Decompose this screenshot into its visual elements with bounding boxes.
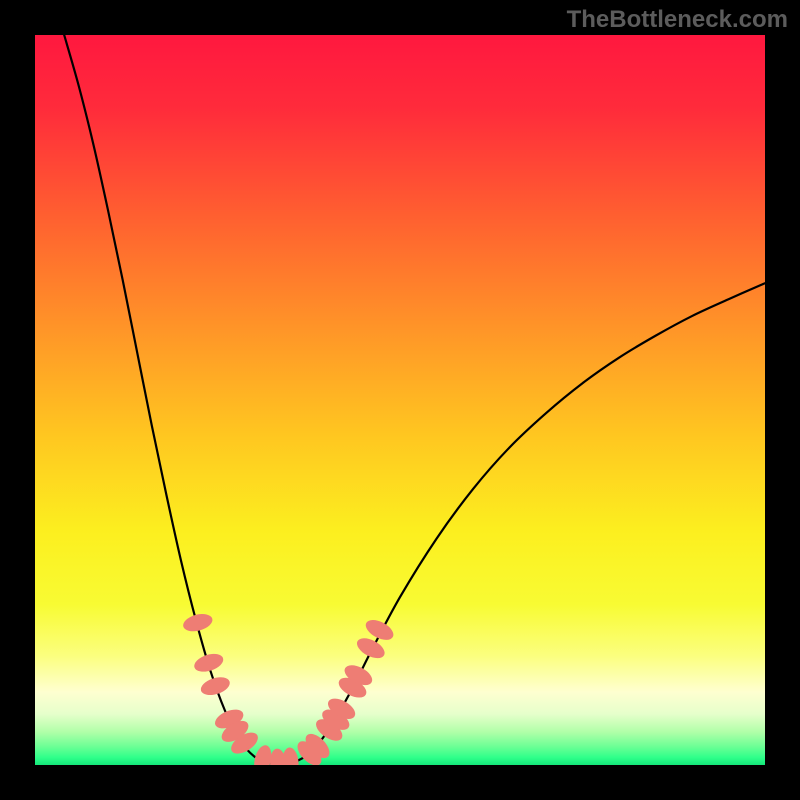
- watermark-text: TheBottleneck.com: [567, 6, 788, 34]
- chart-container: TheBottleneck.com: [0, 0, 800, 800]
- gradient-background: [35, 35, 765, 765]
- plot-area: [35, 35, 765, 765]
- bottleneck-curve-chart: [35, 35, 765, 765]
